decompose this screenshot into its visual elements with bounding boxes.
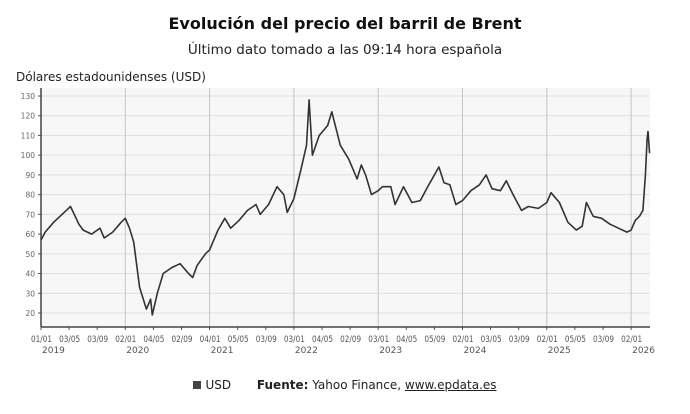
x-tick-label: 04/01: [200, 335, 221, 345]
y-tick-label: 20: [25, 309, 35, 318]
x-tick-label: 02/01: [621, 335, 642, 345]
y-tick-label: 100: [21, 151, 36, 160]
x-tick-label: 05/05: [228, 335, 249, 345]
x-tick-label: 05/09: [424, 335, 445, 345]
y-tick-label: 130: [21, 92, 36, 101]
x-tick-label: 04/05: [312, 335, 333, 345]
x-year-label: 2025: [548, 346, 571, 356]
x-tick-label: 05/05: [565, 335, 586, 345]
x-year-label: 2023: [379, 346, 402, 356]
x-tick-label: 04/05: [143, 335, 164, 345]
y-tick-label: 50: [25, 250, 35, 259]
source-link[interactable]: www.epdata.es: [404, 378, 497, 392]
legend-series-label: USD: [205, 378, 232, 392]
y-tick-label: 60: [25, 230, 35, 239]
source-label: Fuente:: [256, 378, 309, 392]
x-tick-label: 02/09: [172, 335, 193, 345]
y-tick-label: 40: [25, 270, 35, 279]
x-tick-label: 02/01: [453, 335, 474, 345]
chart-title: Evolución del precio del barril de Brent: [168, 14, 522, 33]
x-year-label: 2021: [211, 346, 234, 356]
source-text: Yahoo Finance,: [308, 378, 405, 392]
x-tick-label: 03/09: [256, 335, 277, 345]
y-tick-label: 70: [25, 210, 35, 219]
legend-swatch: [193, 381, 202, 389]
source-note: Fuente: Yahoo Finance, www.epdata.es: [257, 378, 497, 392]
x-tick-label: 04/05: [396, 335, 417, 345]
chart-subtitle: Último dato tomado a las 09:14 hora espa…: [187, 42, 503, 58]
x-year-label: 2026: [632, 346, 655, 356]
x-tick-label: 03/09: [509, 335, 530, 345]
x-year-label: 2019: [42, 346, 65, 356]
y-tick-label: 80: [25, 191, 35, 200]
y-axis-label: Dólares estadounidenses (USD): [16, 70, 206, 84]
x-year-label: 2024: [464, 346, 487, 356]
y-tick-label: 90: [25, 171, 35, 180]
legend: USD Fuente: Yahoo Finance, www.epdata.es: [0, 378, 690, 392]
x-tick-label: 01/01: [31, 335, 52, 345]
x-tick-label: 03/09: [87, 335, 108, 345]
x-tick-label: 02/01: [115, 335, 136, 345]
x-tick-label: 02/09: [340, 335, 361, 345]
series-line-usd: [40, 99, 651, 316]
x-year-label: 2022: [295, 346, 318, 356]
x-tick-label: 03/09: [593, 335, 614, 345]
x-tick-label: 02/01: [537, 335, 558, 345]
x-tick-label: 03/05: [481, 335, 502, 345]
x-tick-label: 03/01: [368, 335, 389, 345]
plot-background: [41, 88, 650, 327]
x-year-label: 2020: [126, 346, 149, 356]
y-tick-label: 110: [21, 131, 36, 140]
x-tick-label: 03/01: [284, 335, 305, 345]
y-tick-label: 120: [21, 112, 36, 121]
y-tick-label: 30: [25, 289, 35, 298]
x-tick-label: 03/05: [59, 335, 80, 345]
